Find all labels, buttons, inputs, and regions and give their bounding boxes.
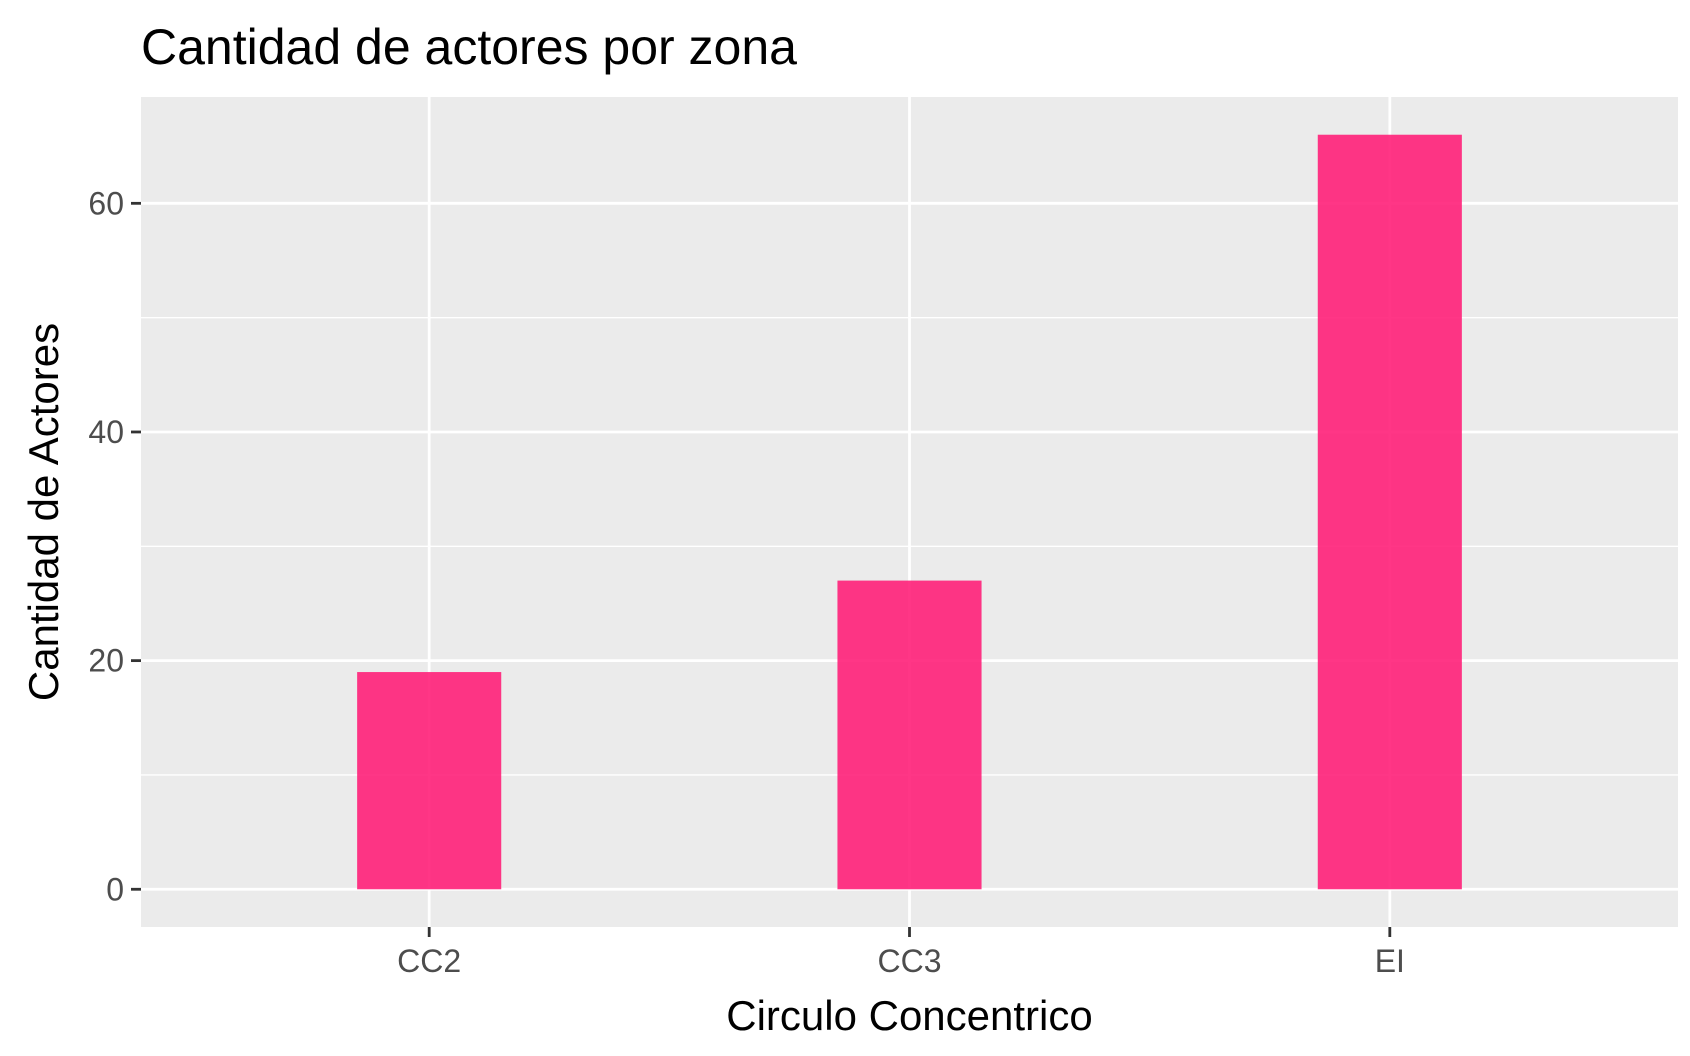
y-tick-label: 0 bbox=[106, 871, 124, 907]
y-axis-title: Cantidad de Actores bbox=[20, 323, 67, 701]
chart-title: Cantidad de actores por zona bbox=[141, 19, 797, 75]
x-tick-label: CC3 bbox=[877, 943, 941, 979]
y-tick-label: 40 bbox=[88, 414, 124, 450]
bar-ei bbox=[1317, 134, 1462, 890]
y-tick-label: 60 bbox=[88, 185, 124, 221]
y-axis: 0 20 40 60 bbox=[88, 185, 141, 907]
y-tick-label: 20 bbox=[88, 643, 124, 679]
x-tick-label: CC2 bbox=[397, 943, 461, 979]
x-axis-title: Circulo Concentrico bbox=[726, 992, 1092, 1039]
x-axis: CC2 CC3 EI bbox=[397, 927, 1405, 979]
bar-cc3 bbox=[837, 580, 982, 890]
x-tick-label: EI bbox=[1375, 943, 1405, 979]
bars-group bbox=[357, 134, 1462, 890]
bar-cc2 bbox=[357, 672, 502, 890]
